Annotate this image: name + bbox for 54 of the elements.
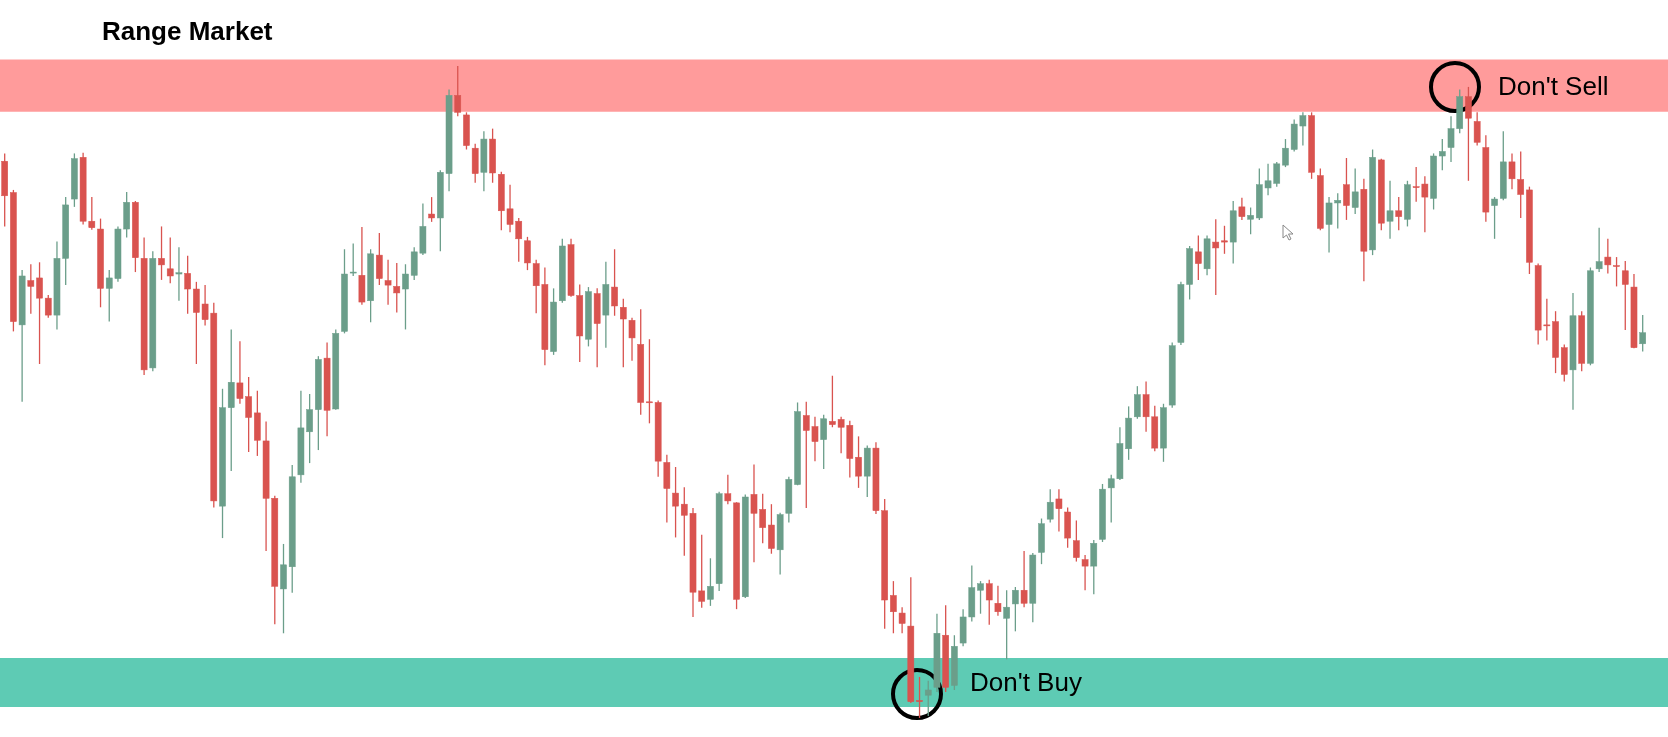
candlestick: [1395, 196, 1403, 231]
band-label: Don't Sell: [1498, 70, 1609, 101]
candlestick: [890, 580, 897, 634]
candlestick: [820, 414, 827, 470]
candlestick: [1073, 519, 1080, 563]
chart-title: Range Market: [102, 16, 273, 47]
candlestick: [1081, 554, 1089, 591]
candlestick: [611, 248, 618, 317]
candlestick: [44, 294, 52, 319]
candlestick: [898, 606, 906, 634]
candlestick: [1517, 150, 1525, 219]
candlestick: [393, 262, 401, 314]
candlestick: [1212, 218, 1220, 296]
candlestick: [158, 225, 165, 281]
candlestick: [1221, 225, 1228, 255]
candlestick: [628, 317, 636, 362]
candlestick: [1247, 206, 1254, 235]
candlestick: [724, 474, 732, 505]
candlestick: [1238, 197, 1246, 221]
candlestick: [1465, 86, 1472, 182]
candlestick: [428, 196, 435, 223]
candlestick: [1020, 550, 1028, 608]
candlestick: [994, 585, 1002, 617]
candlestick: [1621, 260, 1629, 331]
candlestick: [1508, 152, 1516, 190]
candlestick: [1473, 111, 1481, 147]
candlestick: [376, 232, 383, 286]
band-label: Don't Buy: [970, 667, 1082, 698]
candlestick: [1046, 488, 1054, 524]
candlestick: [384, 259, 392, 306]
candlestick: [985, 579, 993, 626]
candlestick: [454, 65, 462, 117]
candlestick: [1195, 234, 1202, 281]
candlestick: [1491, 196, 1498, 240]
candlestick: [166, 236, 174, 284]
candlestick: [768, 503, 775, 555]
candlestick: [1439, 138, 1446, 172]
candlestick: [707, 557, 714, 607]
candlestick: [1386, 180, 1394, 240]
candlestick: [349, 242, 357, 277]
candlestick: [924, 680, 932, 717]
candlestick: [1343, 157, 1350, 221]
candlestick: [1012, 586, 1019, 632]
candlestick: [1003, 589, 1010, 660]
candlestick: [1090, 539, 1098, 595]
candlestick: [1055, 488, 1063, 533]
candlestick: [1351, 167, 1359, 215]
candlestick: [620, 298, 627, 368]
candlestick: [672, 466, 679, 539]
candlestick: [1595, 227, 1603, 273]
candlestick: [1134, 385, 1141, 420]
candlestick: [175, 246, 183, 302]
candlestick: [1639, 314, 1646, 353]
candlestick: [184, 255, 191, 315]
